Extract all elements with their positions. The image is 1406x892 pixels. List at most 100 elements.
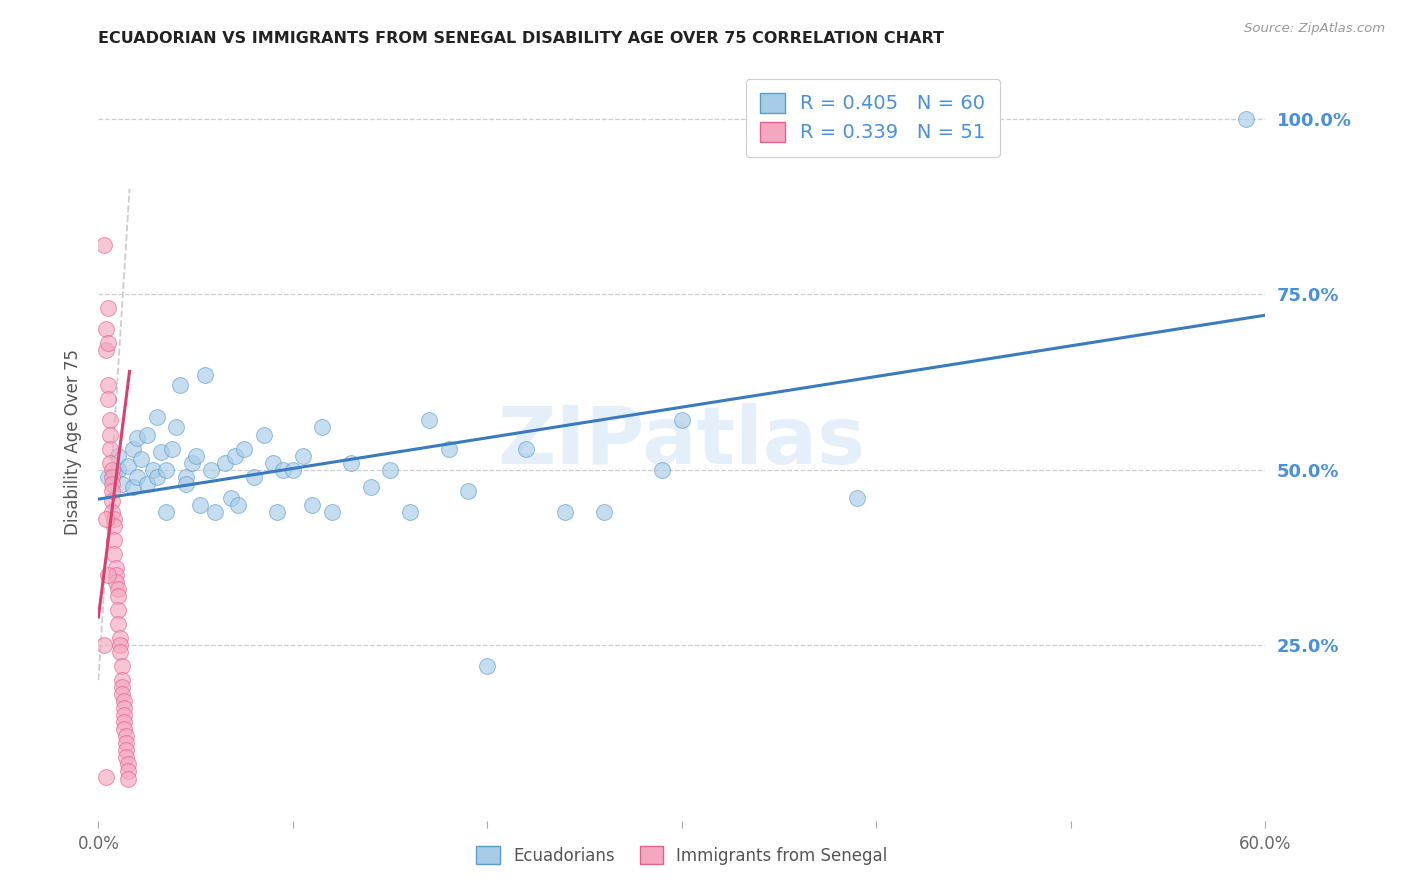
Point [129,452,152,467]
Point [101,476,124,491]
Point [107,589,129,603]
Point [228,498,250,512]
Point [103,547,125,561]
Point [111,680,134,694]
Point [262,456,284,470]
Point [169,378,191,392]
Point [117,764,139,779]
Point [136,476,159,491]
Y-axis label: Disability Age Over 75: Disability Age Over 75 [63,349,82,534]
Point [457,483,479,498]
Point [111,659,134,673]
Point [174,469,197,483]
Point [112,694,135,708]
Point [103,518,125,533]
Point [114,736,136,750]
Point [97,469,120,483]
Point [301,498,323,512]
Point [107,449,129,463]
Point [214,456,236,470]
Point [311,420,333,434]
Point [149,445,172,459]
Point [107,582,129,596]
Point [101,494,124,508]
Point [104,568,127,582]
Point [418,413,440,427]
Point [671,413,693,427]
Point [651,462,673,476]
Point [103,512,125,526]
Point [188,498,211,512]
Point [101,505,124,519]
Point [253,427,276,442]
Point [117,772,139,786]
Point [98,442,121,456]
Point [127,469,149,483]
Point [122,442,145,456]
Point [98,413,121,427]
Point [271,462,294,476]
Point [114,730,136,744]
Point [165,420,187,434]
Point [398,505,420,519]
Point [96,770,118,784]
Point [184,449,207,463]
Point [321,505,343,519]
Point [593,505,616,519]
Point [96,512,118,526]
Point [515,442,537,456]
Point [112,715,135,730]
Point [243,469,266,483]
Point [98,427,121,442]
Point [180,456,202,470]
Point [112,723,135,737]
Point [200,462,222,476]
Point [112,708,135,723]
Point [174,476,197,491]
Point [554,505,576,519]
Point [104,561,127,575]
Point [107,617,129,632]
Point [114,750,136,764]
Point [155,505,177,519]
Point [117,459,139,474]
Point [101,462,124,476]
Point [108,638,131,652]
Point [1234,112,1257,126]
Point [437,442,460,456]
Point [111,673,134,688]
Text: ZIPatlas: ZIPatlas [498,402,866,481]
Point [93,638,115,652]
Point [340,456,363,470]
Point [477,659,499,673]
Point [266,505,288,519]
Point [96,322,118,336]
Point [146,469,169,483]
Point [97,301,120,315]
Point [380,462,402,476]
Point [107,462,129,476]
Point [104,574,127,589]
Text: ECUADORIAN VS IMMIGRANTS FROM SENEGAL DISABILITY AGE OVER 75 CORRELATION CHART: ECUADORIAN VS IMMIGRANTS FROM SENEGAL DI… [98,31,945,46]
Point [93,238,115,252]
Point [846,491,869,505]
Point [219,491,242,505]
Point [108,645,131,659]
Point [97,568,120,582]
Point [108,631,131,645]
Point [111,687,134,701]
Text: Source: ZipAtlas.com: Source: ZipAtlas.com [1244,22,1385,36]
Point [233,442,256,456]
Point [155,462,177,476]
Point [97,378,120,392]
Point [103,466,125,480]
Point [360,480,382,494]
Point [117,757,139,772]
Point [162,442,184,456]
Point [96,343,118,358]
Point [204,505,226,519]
Point [98,456,121,470]
Point [114,743,136,757]
Point [107,603,129,617]
Point [101,483,124,498]
